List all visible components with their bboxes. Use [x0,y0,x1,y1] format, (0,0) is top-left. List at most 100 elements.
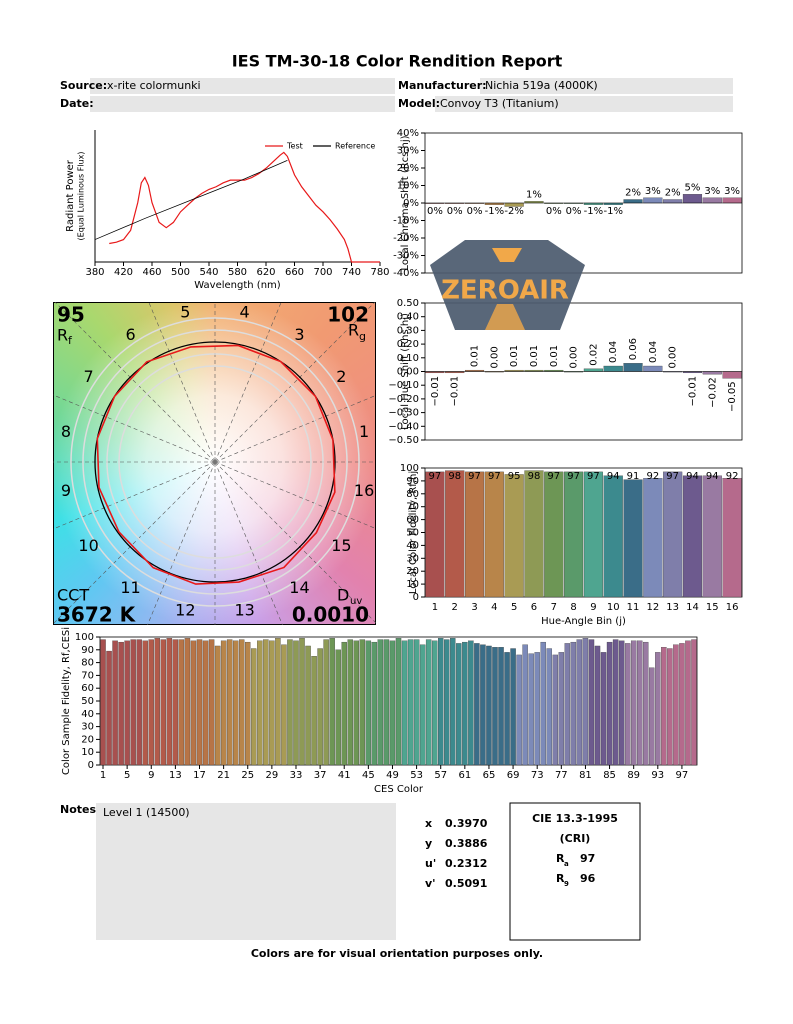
bar [431,640,438,766]
bar [269,640,275,766]
x-tick-label: 69 [507,770,520,781]
x-tick-label: 15 [706,602,719,613]
x-tick-label: 700 [313,267,332,278]
bar [623,199,643,204]
reference-ring [118,365,312,559]
bar [413,639,420,766]
bar [682,475,703,598]
x-tick-label: 5 [511,602,517,613]
bar [618,640,625,766]
bar [623,479,643,598]
x-tick-label: 89 [627,770,640,781]
x-tick-label: 85 [603,770,616,781]
bar [603,365,623,372]
field-box [480,78,733,94]
x-tick-label: 37 [314,770,327,781]
value-label: 98 [528,471,541,482]
x-tick-label: 11 [627,602,640,613]
y-tick-label: 60 [406,515,419,526]
bar [347,639,353,766]
logo-badge [430,240,585,330]
y-tick-label: −0.10 [388,380,419,391]
value-label: 0% [447,206,463,217]
bar [445,470,465,598]
x-tick-label: 1 [100,770,106,781]
bar [636,640,643,766]
bar [142,640,148,766]
x-tick-label: 77 [555,770,568,781]
cri-subtitle: (CRI) [560,832,591,845]
x-tick-label: 61 [458,770,471,781]
x-tick-label: 16 [726,602,739,613]
bar [148,639,154,766]
bar [691,639,697,766]
hue-bin-label: 12 [175,601,195,620]
rg-symbol: R [348,321,359,340]
rf-value: 95 [57,303,85,327]
value-label: -2% [504,206,523,217]
bar [263,639,269,766]
cri-box [509,802,641,941]
bar [136,639,142,766]
y-tick-label: 70 [81,670,94,681]
bar [130,639,136,766]
field-value: Nichia 519a (4000K) [485,79,598,92]
hue-bin-label: 10 [78,536,98,555]
bar [341,641,347,766]
y-tick-label: 20 [81,734,94,745]
bar [486,645,492,766]
x-tick-label: 73 [531,770,544,781]
hue-bin-label: 2 [336,367,346,386]
x-axis-label: CES Color [374,784,424,795]
bar [474,643,480,766]
y-tick-label: 40% [397,128,419,139]
bar [576,639,583,766]
value-label: 95 [508,471,521,482]
x-tick-label: 25 [241,770,254,781]
value-label: 0% [546,206,562,217]
bar [564,471,584,598]
bar [251,648,257,766]
bar [655,652,661,766]
bar [516,654,522,766]
y-tick-label: 10 [406,579,419,590]
bar [663,471,683,598]
value-label: 0.00 [489,346,500,368]
rf-subscript: f [68,334,73,347]
notes-text: Level 1 (14500) [103,806,190,819]
y-tick-label: 40 [406,540,419,551]
y-tick-label: -20% [393,233,419,244]
bar [558,652,565,766]
bar [649,667,655,766]
chromaticity-label: y [425,837,432,850]
bar [178,639,185,766]
ra-symbol: R [556,852,565,865]
hue-bin-label: 4 [240,302,250,321]
y-axis-label: Local Hue Shift (Rhs,hj) [400,313,411,430]
y-tick-label: −0.20 [388,394,419,405]
x-tick-label: 45 [362,770,375,781]
y-tick-label: 0.50 [397,298,419,309]
hue-bin-label: 5 [180,302,190,321]
value-label: 97 [468,471,481,482]
x-axis-label: Hue-Angle Bin (j) [541,616,626,627]
x-tick-label: 780 [370,267,389,278]
duv-value: 0.0010 [292,603,369,627]
x-tick-label: 9 [590,602,596,613]
chromaticity-value: 0.5091 [445,877,487,890]
bar [437,638,444,766]
rg-subscript: g [359,330,366,343]
x-tick-label: 5 [124,770,130,781]
bar [583,368,603,372]
x-tick-label: 540 [199,267,218,278]
bar [722,371,742,379]
x-tick-label: 7 [551,602,557,613]
bar [643,641,649,766]
bar [335,649,341,766]
bar [317,648,323,766]
x-tick-label: 9 [148,770,154,781]
bar [702,371,722,375]
x-tick-label: 93 [651,770,664,781]
bar [154,638,161,766]
bar [401,640,408,766]
